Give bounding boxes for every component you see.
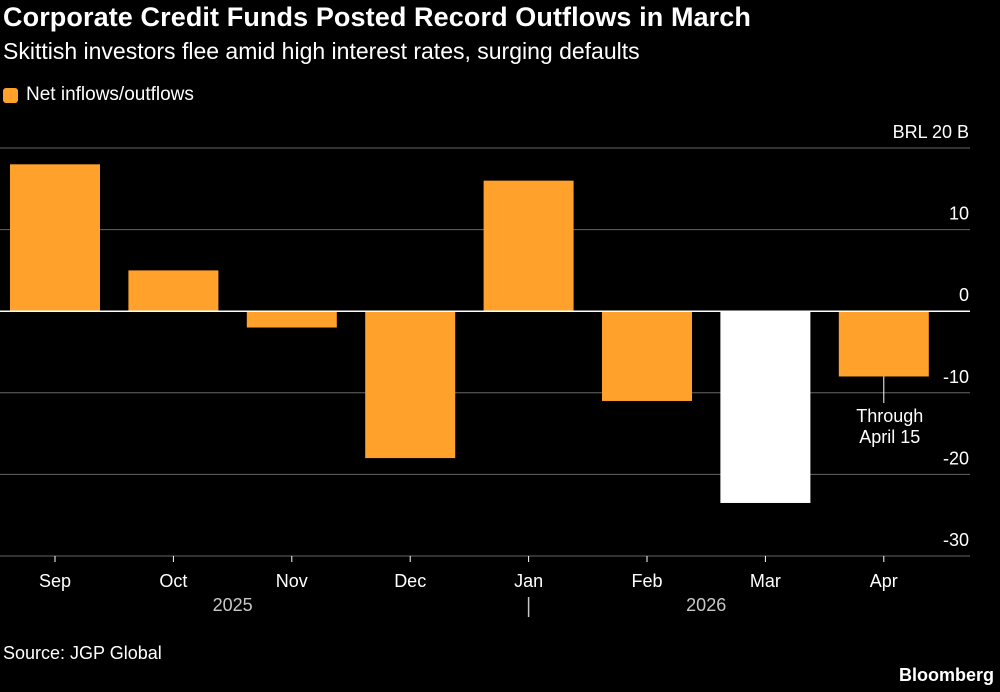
source-note: Source: JGP Global [3,643,162,663]
y-tick-label: -10 [943,367,969,387]
legend-swatch [3,87,18,103]
year-label-2025: 2025 [213,595,253,615]
x-tick-label: Mar [750,571,781,591]
y-tick-label: BRL 20 B [893,122,969,142]
y-tick-label: -30 [943,530,969,550]
x-tick-label: Jan [514,571,543,591]
bar-dec [365,311,456,459]
annotation-line1: Through [856,406,923,426]
legend-label: Net inflows/outflows [26,84,194,105]
bar-nov [246,311,337,328]
x-tick-label: Dec [394,571,426,591]
bloomberg-logo: Bloomberg [898,665,994,685]
chart-title: Corporate Credit Funds Posted Record Out… [3,2,751,32]
x-tick-label: Feb [631,571,662,591]
bar-jan [483,180,574,312]
y-tick-label: -20 [943,448,969,468]
x-tick-label: Apr [870,571,898,591]
chart-subtitle: Skittish investors flee amid high intere… [3,38,640,64]
legend: Net inflows/outflows [3,84,194,106]
y-tick-label: 10 [949,204,969,224]
bar-apr [838,311,929,377]
bar-feb [602,311,692,401]
x-tick-label: Nov [276,571,308,591]
annotation-line2: April 15 [859,427,920,447]
y-tick-label: 0 [959,285,969,305]
bar-sep [10,164,100,312]
x-tick-label: Oct [159,571,187,591]
x-tick-label: Sep [39,571,71,591]
year-label-2026: 2026 [686,595,726,615]
bar-mar [720,311,811,503]
bar-oct [128,270,219,312]
